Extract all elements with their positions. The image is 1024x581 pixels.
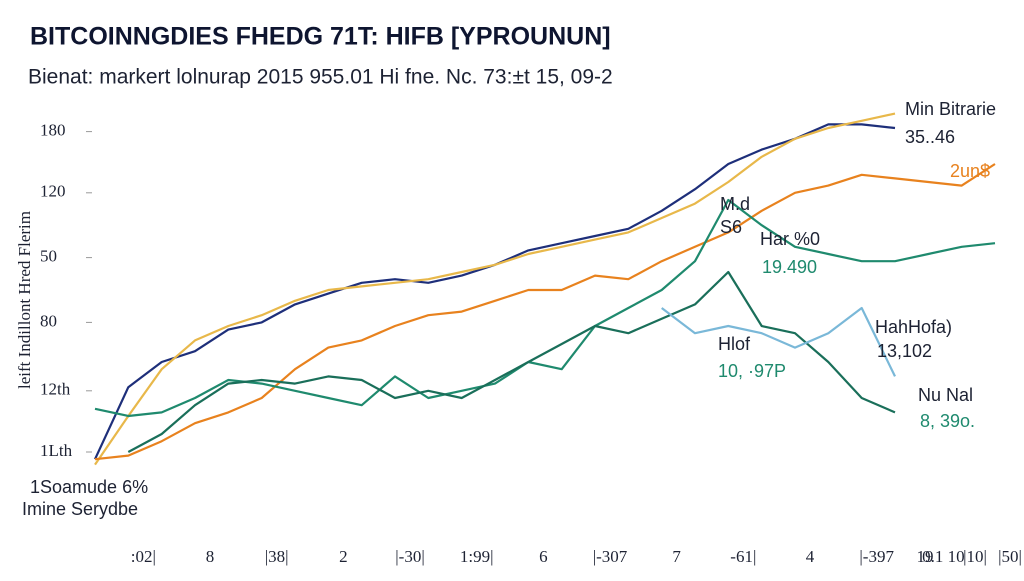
y-tick-label: 80 [40, 311, 57, 330]
y-tick-label: 50 [40, 247, 57, 266]
x-tick-label: |-307 [593, 547, 628, 566]
annotation: 2un$ [950, 161, 990, 181]
x-tick-label: -61| [730, 547, 756, 566]
chart-subtitle: Bienat: markert lolnurap 2015 955.01 Hi … [28, 66, 613, 89]
y-axis-label: leift Indillont Hred Flerim [15, 211, 34, 389]
series-line [94, 163, 996, 461]
y-tick-label: 180 [40, 121, 66, 140]
annotation: 19.490 [762, 257, 817, 277]
x-tick-label: |-30| [395, 547, 424, 566]
annotation: 8, 39o. [920, 411, 975, 431]
x-tick-label: 4 [806, 547, 815, 566]
annotation: M.d [720, 194, 750, 214]
x-tick-label: :02| [131, 547, 156, 566]
series-line [94, 112, 896, 466]
x-tick-label: 8 [206, 547, 215, 566]
y-tick-label: 120 [40, 182, 66, 201]
annotation: Hlof [718, 334, 751, 354]
x-tick-label: |-397 [859, 547, 894, 566]
annotation: Min Bitrarie [905, 99, 996, 119]
series-line [127, 270, 896, 453]
x-tick-label: 2 [339, 547, 348, 566]
annotation: 10, ·97P [718, 361, 786, 381]
annotation: Har %0 [760, 229, 820, 249]
x-tick-label: |38| [265, 547, 289, 566]
annotation: HahHofa) [875, 317, 952, 337]
y-tick-label: 12th [40, 380, 71, 399]
x-tick-label: 6 [539, 547, 548, 566]
annotation: 13,102 [877, 341, 932, 361]
x-tick-label: 0.1 10 [922, 547, 965, 566]
annotation: Imine Serydbe [22, 499, 138, 519]
annotation: 35..46 [905, 127, 955, 147]
x-tick-label: |10| [963, 547, 987, 566]
x-tick-label: 19 [917, 547, 934, 566]
series-line [661, 306, 896, 377]
x-tick-label: 1:99| [460, 547, 494, 566]
series-line [94, 123, 896, 460]
x-tick-label: 7 [672, 547, 681, 566]
annotation: Nu Nal [918, 385, 973, 405]
annotation: 1Soamude 6% [30, 477, 148, 497]
chart-title: BITCOINNGDIES FHEDG 71T: HIFB [YPROUNUN] [30, 23, 611, 51]
y-tick-label: 1Lth [40, 441, 73, 460]
annotation: S6 [720, 217, 742, 237]
x-tick-label: |50| [998, 547, 1022, 566]
